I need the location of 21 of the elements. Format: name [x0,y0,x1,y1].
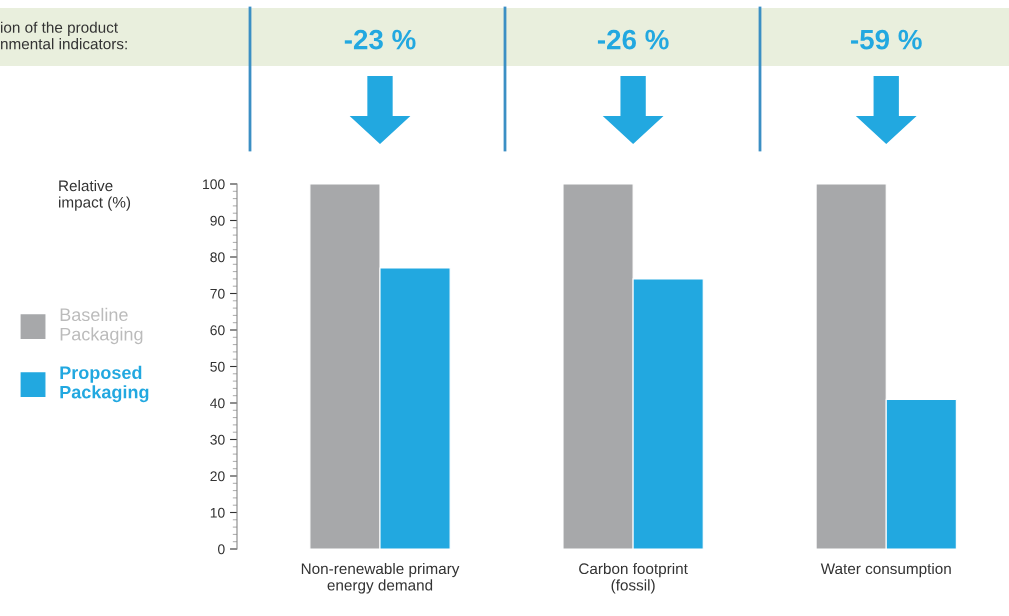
x-tick-label: Non-renewable primary energy demand [301,562,460,594]
y-tick-label: 0 [218,544,225,555]
text: -59 % [851,29,922,50]
y-tick-label: 50 [210,361,225,372]
y-tick-label: 10 [210,507,225,518]
text: ion of the product nmental indicators: [1,21,127,50]
y-tick-label: 60 [210,325,225,336]
y-tick-label: 40 [210,398,225,409]
y-tick-label: 80 [210,252,225,263]
y-tick-label: 70 [210,288,225,299]
x-tick-label: Water consumption [820,562,951,578]
y-tick-label: 20 [210,471,225,482]
y-tick-label: 90 [210,215,225,226]
text: -23 % [344,29,416,50]
legend-label: Proposed Packaging [60,365,149,403]
x-tick-label: Carbon footprint (fossil) [579,562,688,594]
y-axis-title: Relative impact (%) [59,180,131,211]
y-tick-label: 30 [210,434,225,445]
y-tick-label: 100 [203,179,225,190]
text: -26 % [597,29,669,50]
legend-label: Baseline Packaging [60,307,143,345]
